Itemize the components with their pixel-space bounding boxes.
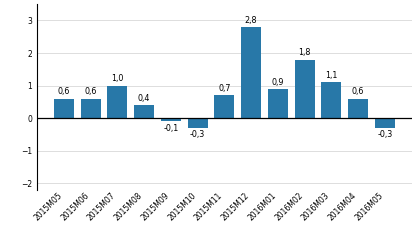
Text: 0,7: 0,7 bbox=[218, 84, 230, 93]
Text: -0,3: -0,3 bbox=[190, 130, 205, 139]
Bar bbox=[241, 27, 261, 118]
Text: 1,0: 1,0 bbox=[111, 74, 124, 83]
Text: 0,6: 0,6 bbox=[58, 87, 70, 96]
Bar bbox=[321, 82, 341, 118]
Text: 0,6: 0,6 bbox=[84, 87, 97, 96]
Bar bbox=[107, 86, 127, 118]
Bar bbox=[188, 118, 208, 128]
Bar bbox=[214, 95, 234, 118]
Text: 2,8: 2,8 bbox=[245, 16, 258, 25]
Bar bbox=[54, 99, 74, 118]
Text: -0,3: -0,3 bbox=[377, 130, 392, 139]
Text: 0,6: 0,6 bbox=[352, 87, 364, 96]
Text: 1,1: 1,1 bbox=[325, 71, 337, 80]
Bar bbox=[161, 118, 181, 121]
Text: -0,1: -0,1 bbox=[163, 124, 178, 133]
Bar bbox=[134, 105, 154, 118]
Bar bbox=[348, 99, 368, 118]
Text: 0,4: 0,4 bbox=[138, 94, 150, 103]
Bar bbox=[81, 99, 101, 118]
Bar bbox=[295, 59, 314, 118]
Text: 1,8: 1,8 bbox=[298, 48, 311, 57]
Bar bbox=[268, 89, 288, 118]
Bar bbox=[375, 118, 395, 128]
Text: 0,9: 0,9 bbox=[272, 78, 284, 87]
